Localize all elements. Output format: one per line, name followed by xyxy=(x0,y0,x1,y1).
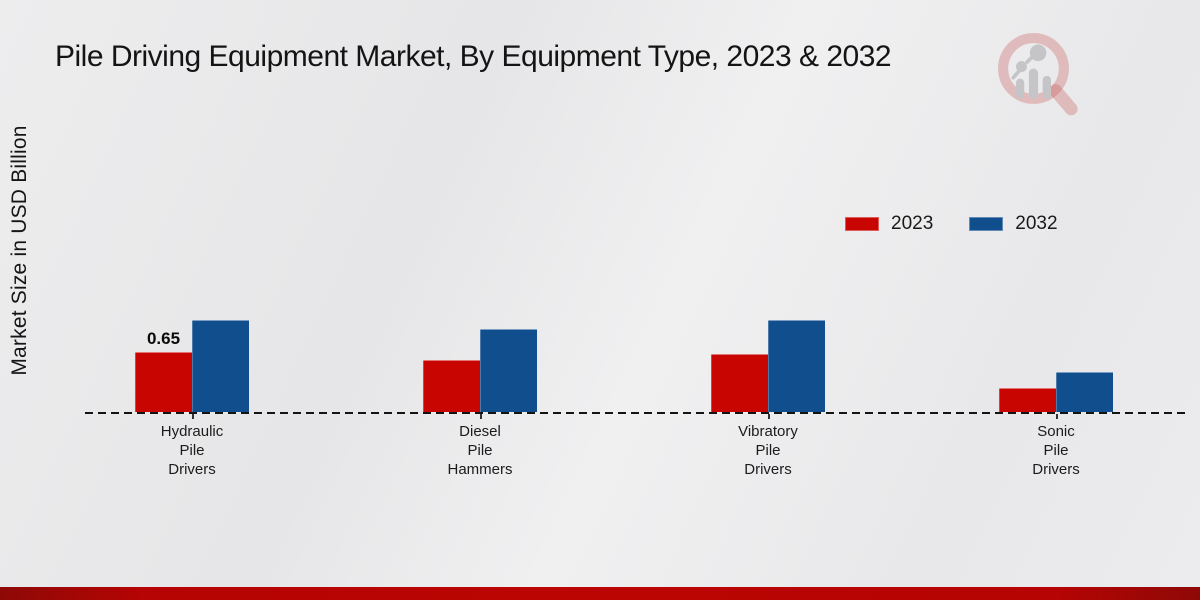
bar-group: Sonic Pile Drivers xyxy=(912,0,1200,478)
bar-2032 xyxy=(192,320,249,412)
footer-accent-strip xyxy=(0,587,1200,600)
bar-pair: 0.65 xyxy=(135,320,249,412)
bar-group: Vibratory Pile Drivers xyxy=(624,0,912,478)
category-label: Hydraulic Pile Drivers xyxy=(160,423,224,478)
bar-2032 xyxy=(480,329,537,412)
bar-pair xyxy=(423,329,537,412)
category-label: Sonic Pile Drivers xyxy=(1032,423,1080,478)
bar-2023 xyxy=(711,354,768,412)
bar-2023 xyxy=(999,388,1056,412)
legend: 2023 2032 xyxy=(845,213,1058,235)
category-label: Vibratory Pile Drivers xyxy=(738,423,798,478)
market-research-logo-icon xyxy=(998,33,1078,116)
axis-tick xyxy=(1056,414,1058,419)
axis-tick xyxy=(192,414,194,419)
bar-group: 0.65 Hydraulic Pile Drivers xyxy=(48,0,336,478)
legend-label-2023: 2023 xyxy=(891,213,934,234)
bar-2032 xyxy=(1056,372,1113,412)
bar-value-label: 0.65 xyxy=(146,329,181,348)
legend-swatch-2032 xyxy=(969,217,1004,231)
category-label: Diesel Pile Hammers xyxy=(447,423,513,478)
y-axis-label: Market Size in USD Billion xyxy=(8,125,31,376)
x-axis-baseline xyxy=(85,412,1190,414)
bar-2023: 0.65 xyxy=(135,329,192,412)
bar-2032 xyxy=(768,320,825,412)
legend-item-2023: 2023 xyxy=(845,213,933,235)
chart-title: Pile Driving Equipment Market, By Equipm… xyxy=(55,40,892,73)
bar-pair xyxy=(999,372,1113,412)
plot-area: 0.65 Hydraulic Pile Drivers Diesel Pile Ha… xyxy=(48,0,1200,478)
axis-tick xyxy=(480,414,482,419)
legend-item-2032: 2032 xyxy=(969,213,1058,235)
axis-tick xyxy=(768,414,770,419)
bar-pair xyxy=(711,320,825,412)
legend-label-2032: 2032 xyxy=(1015,213,1058,234)
bar-2023 xyxy=(423,360,480,412)
legend-swatch-2023 xyxy=(845,217,879,231)
bar-group: Diesel Pile Hammers xyxy=(336,0,624,478)
